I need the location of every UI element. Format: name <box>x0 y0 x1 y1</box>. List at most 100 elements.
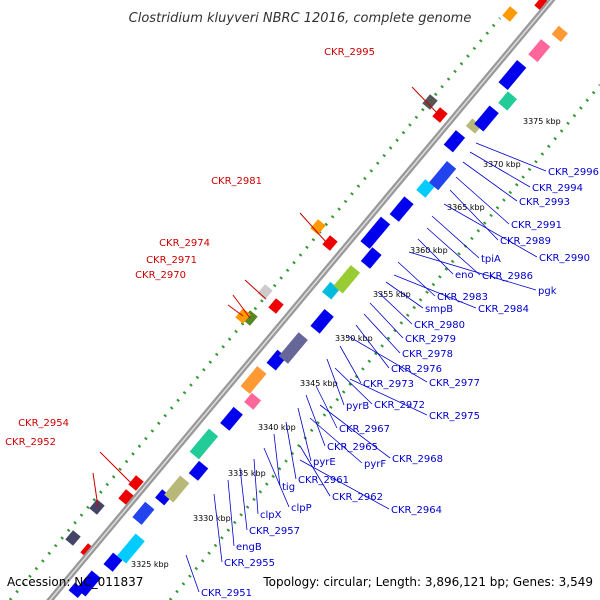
gene-block <box>89 499 105 515</box>
leader-line <box>244 279 267 300</box>
kbp-tick-label: 3340 kbp <box>258 423 296 432</box>
dotted-tracks <box>8 17 600 600</box>
leader-line <box>299 212 327 243</box>
gene-label-ckr_2993: CKR_2993 <box>519 197 570 208</box>
kbp-tick-label: 3330 kbp <box>193 514 231 523</box>
leader-line <box>232 294 251 319</box>
gene-label-ckr_2983: CKR_2983 <box>437 292 488 303</box>
gene-block <box>240 366 267 394</box>
gene-label-ckr_2995: CKR_2995 <box>324 47 375 58</box>
outer-dotted-track <box>8 17 502 600</box>
leader-line <box>299 459 390 510</box>
leader-line <box>347 335 428 383</box>
leader-line <box>475 142 547 172</box>
gene-label-ckr_2962: CKR_2962 <box>332 492 383 503</box>
gene-label-eno: eno <box>455 270 474 281</box>
gene-block <box>443 130 466 153</box>
leader-line <box>239 467 248 531</box>
gene-label-ckr_2975: CKR_2975 <box>429 411 480 422</box>
gene-label-smpb: smpB <box>425 304 453 315</box>
gene-label-pyrb: pyrB <box>346 401 369 412</box>
leader-line <box>349 378 428 416</box>
gene-block <box>528 39 551 63</box>
gene-block <box>389 196 414 222</box>
leader-line <box>185 554 200 593</box>
leader-line <box>319 404 391 459</box>
gene-label-ckr_2971: CKR_2971 <box>146 255 197 266</box>
accession-text: Accession: NC_011837 <box>7 575 143 589</box>
leader-line <box>297 407 312 462</box>
gene-label-tpia: tpiA <box>481 254 501 265</box>
gene-block <box>422 94 438 110</box>
gene-label-pyre: pyrE <box>313 457 336 468</box>
leader-line <box>426 227 481 276</box>
gene-label-clpx: clpX <box>260 510 282 521</box>
leader-line <box>431 215 480 259</box>
gene-label-ckr_2990: CKR_2990 <box>539 253 590 264</box>
leader-line <box>213 493 223 563</box>
gene-block <box>322 235 338 251</box>
kbp-tick-label: 3350 kbp <box>335 334 373 343</box>
leader-line <box>285 421 297 480</box>
gene-label-ckr_2968: CKR_2968 <box>392 454 443 465</box>
gene-label-ckr_2984: CKR_2984 <box>478 304 529 315</box>
gene-block <box>498 60 527 90</box>
gene-label-ckr_2967: CKR_2967 <box>339 424 390 435</box>
gene-label-ckr_2980: CKR_2980 <box>414 320 465 331</box>
gene-block <box>65 530 81 546</box>
leader-line <box>253 458 259 515</box>
gene-label-ckr_2972: CKR_2972 <box>374 400 425 411</box>
leader-line <box>355 324 390 369</box>
gene-block <box>429 161 457 191</box>
leader-line <box>462 161 518 202</box>
kbp-tick-label: 3345 kbp <box>300 379 338 388</box>
gene-block <box>360 216 391 249</box>
kbp-tick-label: 3325 kbp <box>131 560 169 569</box>
leader-line <box>377 291 413 325</box>
gene-block <box>416 179 435 198</box>
gene-label-pgk: pgk <box>538 286 557 297</box>
topology-text: Topology: circular; Length: 3,896,121 bp… <box>262 575 593 589</box>
gene-labels: CKR_2995 CKR_2981 CKR_2974 CKR_2971 CKR_2970… <box>5 47 599 599</box>
kbp-tick-label: 3360 kbp <box>410 246 448 255</box>
gene-block <box>244 392 262 410</box>
gene-label-ckr_2965: CKR_2965 <box>327 442 378 453</box>
gene-block <box>164 475 190 503</box>
gene-block <box>155 489 172 506</box>
leader-line <box>369 302 404 339</box>
gene-block <box>76 570 101 597</box>
gene-label-ckr_2974: CKR_2974 <box>159 238 210 249</box>
leader-line <box>469 151 531 188</box>
leader-line <box>263 447 290 508</box>
gene-block <box>333 265 361 294</box>
leader-line <box>408 251 537 291</box>
gene-label-ckr_2976: CKR_2976 <box>391 364 442 375</box>
kbp-tick-label: 3370 kbp <box>483 160 521 169</box>
gene-block <box>534 0 550 12</box>
leader-line <box>227 304 244 317</box>
gene-label-ckr_2986: CKR_2986 <box>482 271 533 282</box>
gene-block <box>189 428 219 460</box>
leader-line <box>385 281 424 309</box>
gene-label-ckr_2978: CKR_2978 <box>402 349 453 360</box>
gene-label-ckr_2951: CKR_2951 <box>201 588 252 599</box>
gene-label-tig: tig <box>282 482 295 493</box>
leader-line <box>363 313 401 354</box>
gene-label-ckr_2996: CKR_2996 <box>548 167 599 178</box>
gene-block <box>268 298 284 314</box>
gene-block <box>310 219 326 235</box>
kbp-ticks: 3325 kbp 3330 kbp 3335 kbp 3340 kbp 3345 kbp… <box>131 117 561 569</box>
gene-block <box>103 552 123 572</box>
gene-block <box>474 105 499 132</box>
gene-block <box>132 501 155 525</box>
gene-label-ckr_2977: CKR_2977 <box>429 378 480 389</box>
gene-block <box>360 247 382 269</box>
kbp-tick-label: 3375 kbp <box>523 117 561 126</box>
leader-line <box>309 417 363 464</box>
leader-line <box>339 345 362 384</box>
gene-block <box>188 460 209 481</box>
gene-label-ckr_2955: CKR_2955 <box>224 558 275 569</box>
gene-label-ckr_2952: CKR_2952 <box>5 437 56 448</box>
gene-label-ckr_2994: CKR_2994 <box>532 183 583 194</box>
